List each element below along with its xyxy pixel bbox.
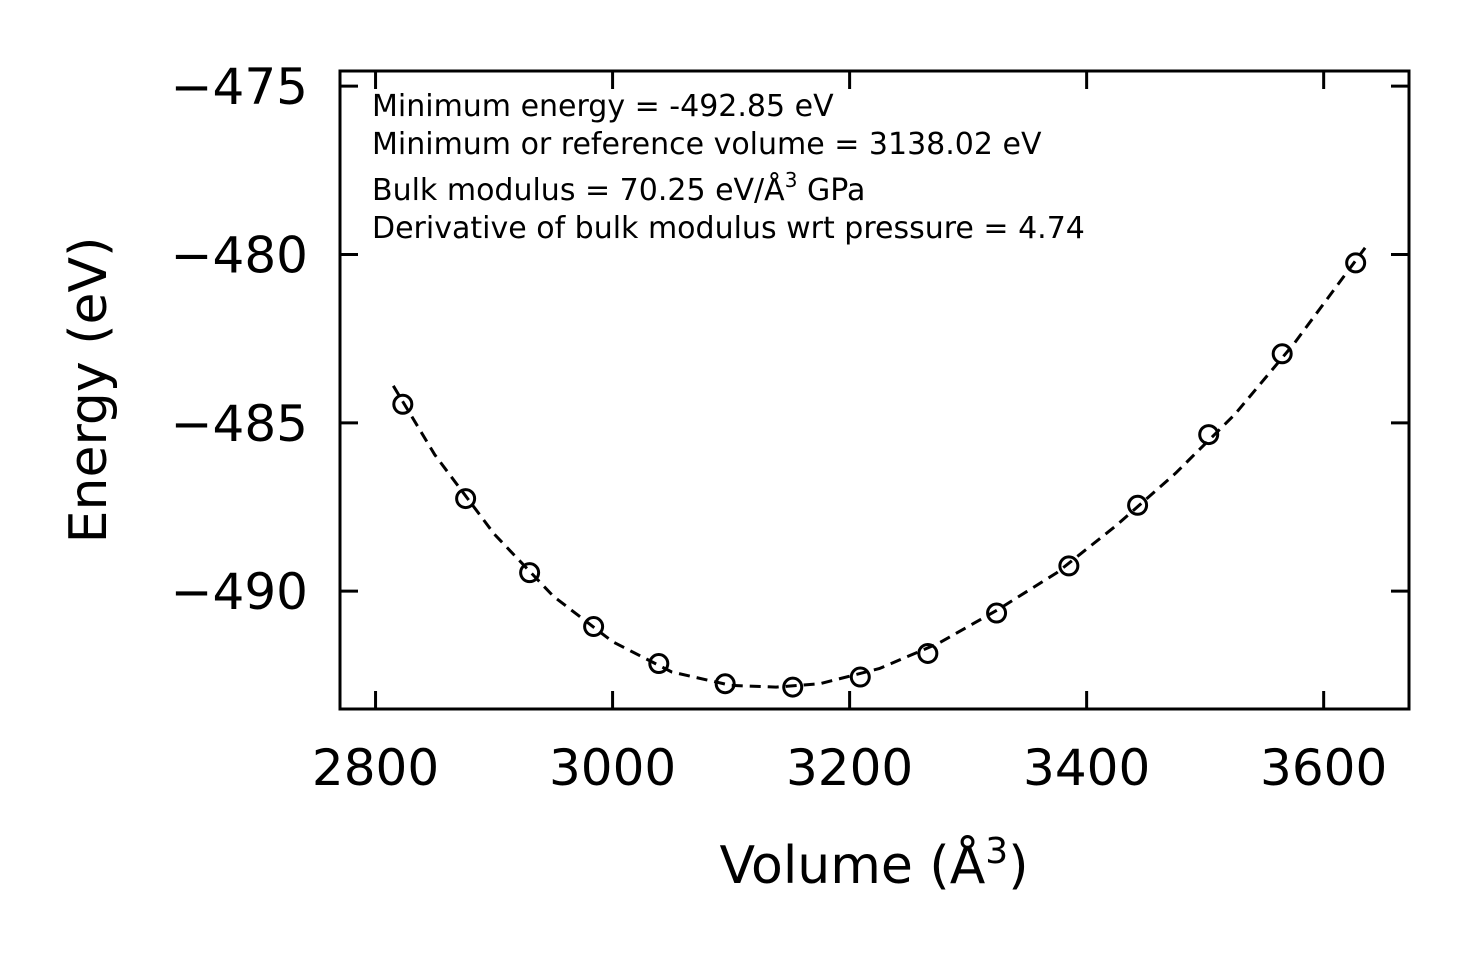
x-tick-labels: 2800 3000 3200 3400 3600 xyxy=(312,739,1387,797)
data-point xyxy=(1058,555,1080,577)
data-point xyxy=(1345,252,1367,274)
annotation-bulk-modulus-unit: GPa xyxy=(797,173,865,208)
plot-frame xyxy=(338,69,1411,711)
annotation-ref-volume: Minimum or reference volume = 3138.02 eV xyxy=(372,127,1042,162)
x-tick-label: 3400 xyxy=(1023,739,1150,797)
annotation-bulk-derivative: Derivative of bulk modulus wrt pressure … xyxy=(372,211,1085,246)
y-tick-label: −485 xyxy=(171,395,308,453)
x-axis-label-sup: 3 xyxy=(985,831,1008,872)
x-tick-label: 3200 xyxy=(786,739,913,797)
fit-curve xyxy=(392,246,1367,689)
data-point xyxy=(714,673,736,695)
annotation-block: Minimum energy = -492.85 eV Minimum or r… xyxy=(372,89,1085,246)
y-tick-label: −490 xyxy=(171,563,308,621)
data-point xyxy=(1198,424,1220,446)
data-point xyxy=(849,666,871,688)
data-point xyxy=(1271,343,1293,365)
annotation-bulk-modulus-sup: 3 xyxy=(785,168,798,192)
y-tick-labels: −475 −480 −485 −490 xyxy=(171,58,308,621)
y-tick-label: −475 xyxy=(171,58,308,116)
tick-marks xyxy=(340,71,1409,709)
annotation-min-energy: Minimum energy = -492.85 eV xyxy=(372,89,834,124)
data-points-layer xyxy=(392,252,1367,698)
data-point xyxy=(1127,494,1149,516)
x-tick-label: 2800 xyxy=(312,739,439,797)
x-axis-label-text: Volume (Å xyxy=(720,834,986,896)
data-point xyxy=(986,602,1008,624)
y-tick-label: −480 xyxy=(171,226,308,284)
x-tick-label: 3600 xyxy=(1260,739,1387,797)
data-point xyxy=(392,393,414,415)
data-point xyxy=(782,676,804,698)
x-axis-label-close: ) xyxy=(1008,836,1028,896)
y-axis-label: Energy (eV) xyxy=(59,237,119,544)
data-point xyxy=(519,562,541,584)
data-point xyxy=(455,488,477,510)
fit-curve-layer xyxy=(392,246,1367,689)
x-tick-label: 3000 xyxy=(549,739,676,797)
data-point xyxy=(917,642,939,664)
data-point xyxy=(583,616,605,638)
data-point xyxy=(648,653,670,675)
x-axis-label: Volume (Å3) xyxy=(720,831,1029,896)
annotation-bulk-modulus-text: Bulk modulus = 70.25 eV/Å xyxy=(372,172,785,208)
annotation-bulk-modulus: Bulk modulus = 70.25 eV/Å3 GPa xyxy=(372,168,865,208)
